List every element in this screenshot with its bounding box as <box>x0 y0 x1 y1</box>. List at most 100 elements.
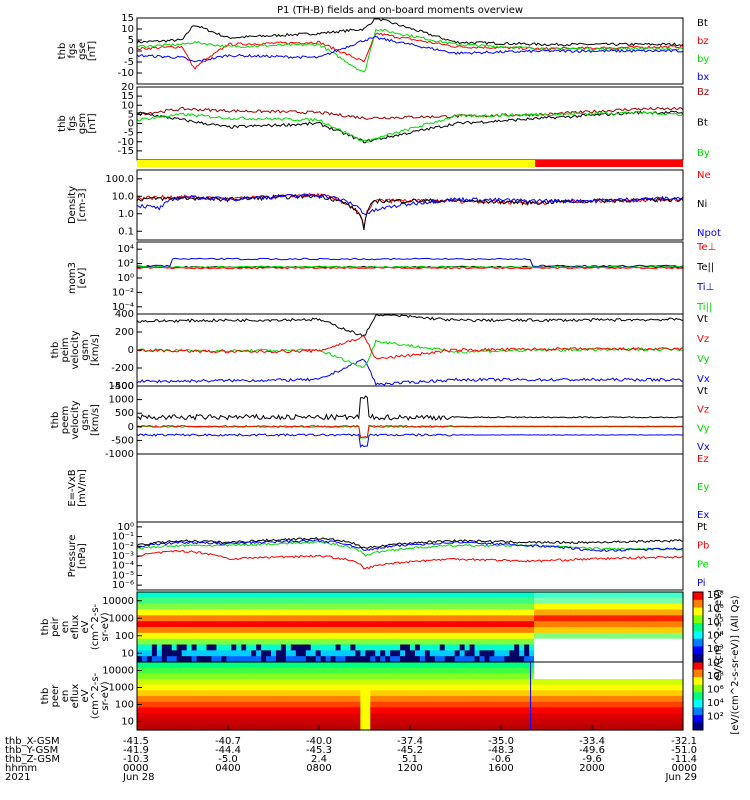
spectrogram-cell <box>499 615 505 622</box>
spectrogram-cell <box>146 667 153 674</box>
spectrogram-cell <box>156 644 163 651</box>
spectrogram-cell <box>519 667 525 674</box>
spectrogram-cell <box>643 684 649 691</box>
spectrogram-cell <box>479 650 486 657</box>
spectrogram-cell <box>216 644 222 651</box>
spectrogram-cell <box>469 673 476 680</box>
x-axis-value: -51.0 <box>671 745 697 756</box>
spectrogram-cell <box>534 701 540 708</box>
spectrogram-cell <box>638 609 644 616</box>
spectrogram-cell <box>658 627 664 634</box>
spectrogram-cell <box>137 696 143 703</box>
spectrogram-cell <box>529 673 535 680</box>
x-axis-value: 2.4 <box>311 754 327 765</box>
spectrogram-cell <box>673 701 679 708</box>
spectrogram-cell <box>226 707 232 714</box>
spectrogram-cell <box>146 684 153 691</box>
spectrogram-cell <box>206 609 213 616</box>
spectrogram-cell <box>524 707 530 714</box>
spectrogram-cell <box>638 701 644 708</box>
spectrogram-cell <box>613 656 620 663</box>
spectrogram-cell <box>355 707 361 714</box>
spectrogram-cell <box>380 638 386 646</box>
spectrogram-cell <box>474 592 481 599</box>
spectrogram-cell <box>305 707 312 714</box>
spectrogram-cell <box>633 707 639 714</box>
spectrogram-cell <box>439 718 446 725</box>
spectrogram-cell <box>583 696 590 703</box>
spectrogram-cell <box>196 609 203 616</box>
spectrogram-cell <box>231 662 237 669</box>
spectrogram-cell <box>514 627 520 634</box>
series-fgs-gsm-By <box>136 110 684 143</box>
spectrogram-cell <box>633 644 639 651</box>
spectrogram-cell <box>275 718 282 725</box>
spectrogram-cell <box>345 597 352 605</box>
spectrogram-cell <box>563 638 570 646</box>
spectrogram-cell <box>514 713 520 720</box>
spectrogram-cell <box>444 621 451 628</box>
spectrogram-cell <box>405 650 411 657</box>
spectrogram-cell <box>618 627 625 634</box>
spectrogram-cell <box>310 684 317 691</box>
spectrogram-cell <box>365 603 371 611</box>
spectrogram-cell <box>345 701 352 708</box>
spectrogram-cell <box>196 592 203 599</box>
spectrogram-cell <box>161 621 168 628</box>
spectrogram-cell <box>414 621 421 628</box>
spectrogram-cell <box>419 707 426 714</box>
spectrogram-cell <box>439 673 446 680</box>
spectrogram-cell <box>598 667 605 674</box>
spectrogram-cell <box>345 696 352 703</box>
spectrogram-cell <box>469 656 476 663</box>
spectrogram-cell <box>494 638 500 646</box>
spectrogram-cell <box>439 592 446 599</box>
y-axis-label: [nT] <box>87 113 98 133</box>
spectrogram-cell <box>524 615 530 622</box>
spectrogram-cell <box>553 690 560 697</box>
spectrogram-cell <box>310 621 317 628</box>
spectrogram-cell <box>275 684 282 691</box>
y-axis-label: thb <box>40 688 51 705</box>
spectrogram-cell <box>444 609 451 616</box>
spectrogram-cell <box>524 724 530 731</box>
spectrogram-cell <box>305 718 312 725</box>
spectrogram-cell <box>375 701 381 708</box>
y-tick-label: -500 <box>111 435 134 446</box>
spectrogram-cell <box>524 597 530 605</box>
spectrogram-cell <box>638 597 644 605</box>
spectrogram-cell <box>653 724 659 731</box>
spectrogram-cell <box>529 627 535 634</box>
y-tick-label: 15 <box>121 91 134 102</box>
spectrogram-cell <box>663 718 669 725</box>
spectrogram-cell <box>295 701 302 708</box>
spectrogram-cell <box>300 627 307 634</box>
spectrogram-cell <box>494 690 500 697</box>
spectrogram-cell <box>444 603 451 611</box>
spectrogram-cell <box>434 662 441 669</box>
spectrogram-cell <box>400 597 406 605</box>
spectrogram-cell <box>375 650 381 657</box>
spectrogram-cell <box>633 679 639 686</box>
spectrogram-cell <box>360 597 366 605</box>
spectrogram-cell <box>345 650 352 657</box>
spectrogram-cell <box>524 638 530 646</box>
spectrogram-cell <box>330 679 337 686</box>
spectrogram-cell <box>201 644 208 651</box>
spectrogram-cell <box>489 690 495 697</box>
spectrogram-cell <box>499 656 505 663</box>
spectrogram-cell <box>280 656 287 663</box>
spectrogram-cell <box>246 627 252 634</box>
spectrogram-cell <box>355 615 361 622</box>
spectrogram-cell <box>345 684 352 691</box>
spectrogram-cell <box>191 718 198 725</box>
spectrogram-cell <box>360 679 366 686</box>
y-axis-label: (cm^2-s- <box>90 672 101 719</box>
spectrogram-cell <box>439 609 446 616</box>
spectrogram-cell <box>484 673 491 680</box>
spectrogram-cell <box>315 690 322 697</box>
spectrogram-cell <box>519 609 525 616</box>
spectrogram-cell <box>256 679 262 686</box>
spectrogram-cell <box>137 621 143 628</box>
spectrogram-cell <box>439 679 446 686</box>
